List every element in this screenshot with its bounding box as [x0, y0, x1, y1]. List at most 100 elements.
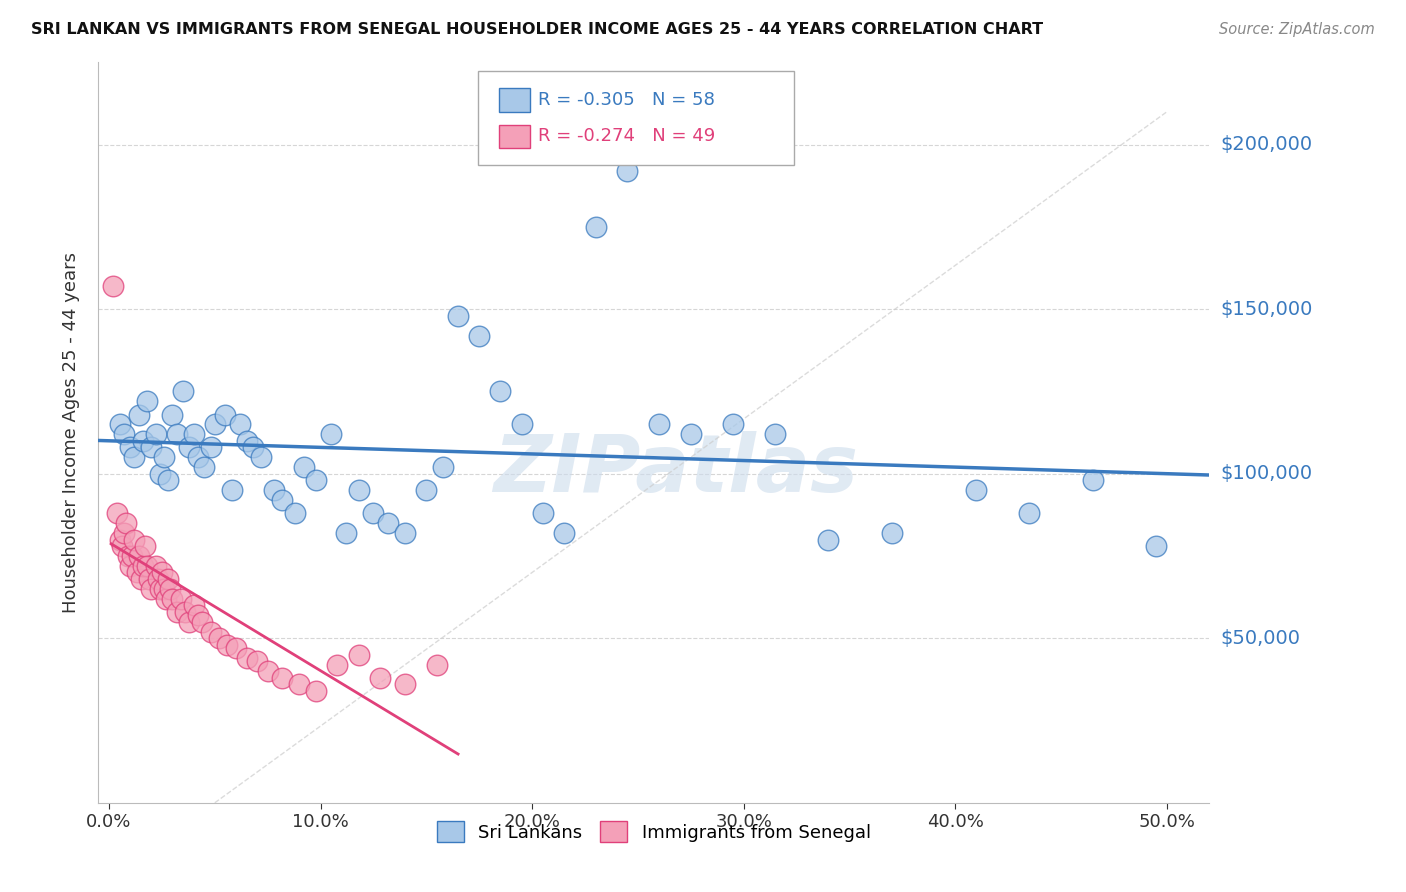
Point — [141, 582, 163, 596]
Point — [200, 624, 222, 639]
Point — [214, 408, 236, 422]
Point — [134, 539, 156, 553]
Point — [191, 615, 214, 629]
Point — [157, 572, 180, 586]
Point — [377, 516, 399, 530]
Point — [347, 648, 370, 662]
Point — [510, 417, 533, 432]
Point — [129, 572, 152, 586]
Point — [880, 526, 903, 541]
Text: SRI LANKAN VS IMMIGRANTS FROM SENEGAL HOUSEHOLDER INCOME AGES 25 - 44 YEARS CORR: SRI LANKAN VS IMMIGRANTS FROM SENEGAL HO… — [31, 22, 1043, 37]
Point — [721, 417, 744, 432]
Point — [229, 417, 252, 432]
Point — [162, 591, 184, 606]
Point — [111, 539, 134, 553]
Point — [187, 608, 209, 623]
Point — [136, 394, 159, 409]
Point — [174, 605, 197, 619]
Point — [179, 441, 201, 455]
Point — [616, 164, 638, 178]
Point — [187, 450, 209, 465]
Text: $100,000: $100,000 — [1220, 464, 1312, 483]
Point — [415, 483, 437, 498]
Legend: Sri Lankans, Immigrants from Senegal: Sri Lankans, Immigrants from Senegal — [429, 814, 879, 849]
Point — [321, 427, 343, 442]
Point — [204, 417, 226, 432]
Point — [124, 533, 146, 547]
Point — [326, 657, 349, 672]
Point — [120, 441, 142, 455]
Point — [153, 450, 176, 465]
Point — [363, 506, 385, 520]
Point — [246, 654, 269, 668]
Point — [162, 408, 184, 422]
Text: $200,000: $200,000 — [1220, 136, 1312, 154]
Point — [432, 460, 454, 475]
Point — [107, 506, 129, 520]
Point — [183, 427, 205, 442]
Point — [531, 506, 554, 520]
Point — [128, 408, 150, 422]
Point — [447, 309, 470, 323]
Point — [170, 591, 193, 606]
Point — [965, 483, 987, 498]
Point — [426, 657, 449, 672]
Point — [225, 641, 247, 656]
Point — [136, 558, 159, 573]
Point — [145, 427, 167, 442]
Point — [817, 533, 839, 547]
Point — [125, 566, 148, 580]
Point — [103, 279, 125, 293]
Text: Source: ZipAtlas.com: Source: ZipAtlas.com — [1219, 22, 1375, 37]
Text: $150,000: $150,000 — [1220, 300, 1313, 318]
Point — [394, 526, 416, 541]
Point — [468, 328, 491, 343]
Point — [146, 572, 169, 586]
Point — [1018, 506, 1040, 520]
Point — [121, 549, 143, 563]
Point — [159, 582, 181, 596]
Point — [124, 450, 146, 465]
Text: R = -0.305   N = 58: R = -0.305 N = 58 — [538, 91, 716, 109]
Point — [235, 434, 257, 448]
Text: R = -0.274   N = 49: R = -0.274 N = 49 — [538, 128, 716, 145]
Point — [157, 473, 180, 487]
Point — [183, 599, 205, 613]
Point — [305, 684, 328, 698]
Point — [1081, 473, 1104, 487]
Point — [141, 441, 163, 455]
Point — [108, 417, 131, 432]
Point — [120, 558, 142, 573]
Text: $50,000: $50,000 — [1220, 629, 1301, 648]
Point — [179, 615, 201, 629]
Point — [149, 582, 172, 596]
Point — [221, 483, 243, 498]
Point — [305, 473, 328, 487]
Point — [679, 427, 702, 442]
Point — [132, 558, 155, 573]
Point — [394, 677, 416, 691]
Point — [335, 526, 357, 541]
Point — [250, 450, 273, 465]
Point — [271, 671, 294, 685]
Point — [200, 441, 222, 455]
Point — [217, 638, 239, 652]
Point — [292, 460, 315, 475]
Point — [242, 441, 264, 455]
Point — [284, 506, 307, 520]
Point — [166, 427, 188, 442]
Point — [235, 651, 257, 665]
Point — [489, 384, 512, 399]
Point — [288, 677, 311, 691]
Point — [1144, 539, 1167, 553]
Point — [368, 671, 391, 685]
Point — [155, 591, 177, 606]
Text: ZIPatlas: ZIPatlas — [494, 431, 859, 508]
Point — [149, 467, 172, 481]
Point — [256, 664, 278, 678]
Point — [271, 493, 294, 508]
Point — [648, 417, 671, 432]
Point — [145, 558, 167, 573]
Point — [115, 516, 138, 530]
Point — [108, 533, 131, 547]
